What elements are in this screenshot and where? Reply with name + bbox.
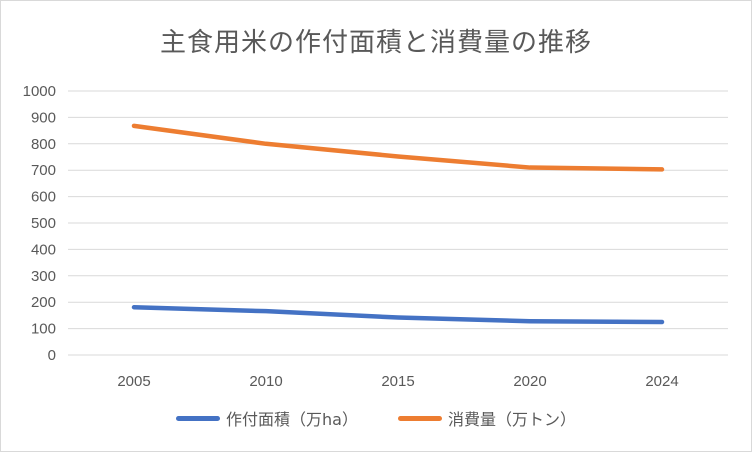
x-tick-label: 2020 [513,373,546,390]
series-line-0 [131,304,665,325]
y-tick-label: 700 [31,162,56,179]
y-tick-label: 0 [48,347,56,364]
x-tick-label: 2024 [645,373,678,390]
y-tick-label: 300 [31,268,56,285]
y-tick-label: 800 [31,136,56,153]
y-tick-label: 100 [31,321,56,338]
x-tick-label: 2010 [249,373,282,390]
legend-swatch-consumption [397,415,442,421]
x-tick-label: 2015 [381,373,414,390]
y-tick-label: 400 [31,241,56,258]
legend: 作付面積（万ha） 消費量（万トン） [0,406,752,430]
series-lines [131,123,665,325]
y-tick-label: 1000 [23,83,56,100]
y-tick-label: 600 [31,189,56,206]
legend-label-consumption: 消費量（万トン） [447,410,576,429]
y-axis-ticks: 0 100 200 300 400 500 600 700 800 900 1000 [23,83,56,364]
legend-swatch-area [176,415,221,421]
chart-title: 主食用米の作付面積と消費量の推移 [159,28,592,58]
series-line-1 [131,123,665,172]
y-tick-label: 900 [31,109,56,126]
y-tick-label: 500 [31,215,56,232]
y-tick-label: 200 [31,294,56,311]
legend-label-area: 作付面積（万ha） [226,410,358,429]
legend-item-consumption: 消費量（万トン） [397,406,576,430]
x-tick-label: 2005 [117,373,150,390]
legend-item-area: 作付面積（万ha） [176,406,358,430]
x-axis-ticks: 2005 2010 2015 2020 2024 [117,373,678,390]
gridlines [68,90,728,356]
